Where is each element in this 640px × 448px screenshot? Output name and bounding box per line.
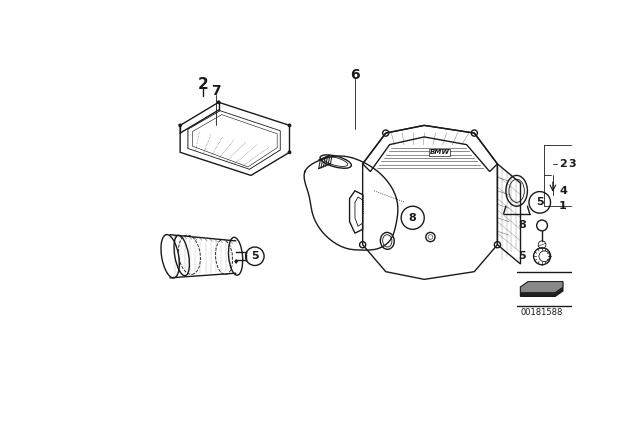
Text: 00181588: 00181588 (521, 308, 563, 317)
Text: 5: 5 (536, 198, 543, 207)
Circle shape (360, 241, 365, 248)
Text: ♦: ♦ (232, 259, 239, 265)
Polygon shape (520, 282, 563, 293)
Text: 2: 2 (198, 77, 209, 92)
Circle shape (287, 151, 291, 154)
Circle shape (529, 192, 550, 213)
Text: 5: 5 (518, 251, 526, 261)
Text: 6: 6 (350, 68, 360, 82)
Circle shape (178, 124, 182, 127)
Text: 8: 8 (409, 213, 417, 223)
Polygon shape (520, 282, 563, 296)
Text: 4: 4 (559, 186, 567, 196)
Circle shape (401, 206, 424, 229)
Circle shape (471, 130, 477, 136)
Circle shape (494, 241, 500, 248)
Text: BMW: BMW (429, 149, 450, 155)
Circle shape (383, 130, 389, 136)
Text: 5: 5 (251, 251, 259, 261)
Circle shape (246, 247, 264, 266)
Circle shape (217, 100, 221, 104)
Text: 2: 2 (559, 159, 567, 169)
Ellipse shape (228, 237, 243, 275)
Text: 8: 8 (518, 220, 526, 230)
Text: 1: 1 (559, 201, 567, 211)
Circle shape (287, 124, 291, 127)
Text: 7: 7 (212, 84, 221, 98)
Text: 3: 3 (568, 159, 576, 169)
